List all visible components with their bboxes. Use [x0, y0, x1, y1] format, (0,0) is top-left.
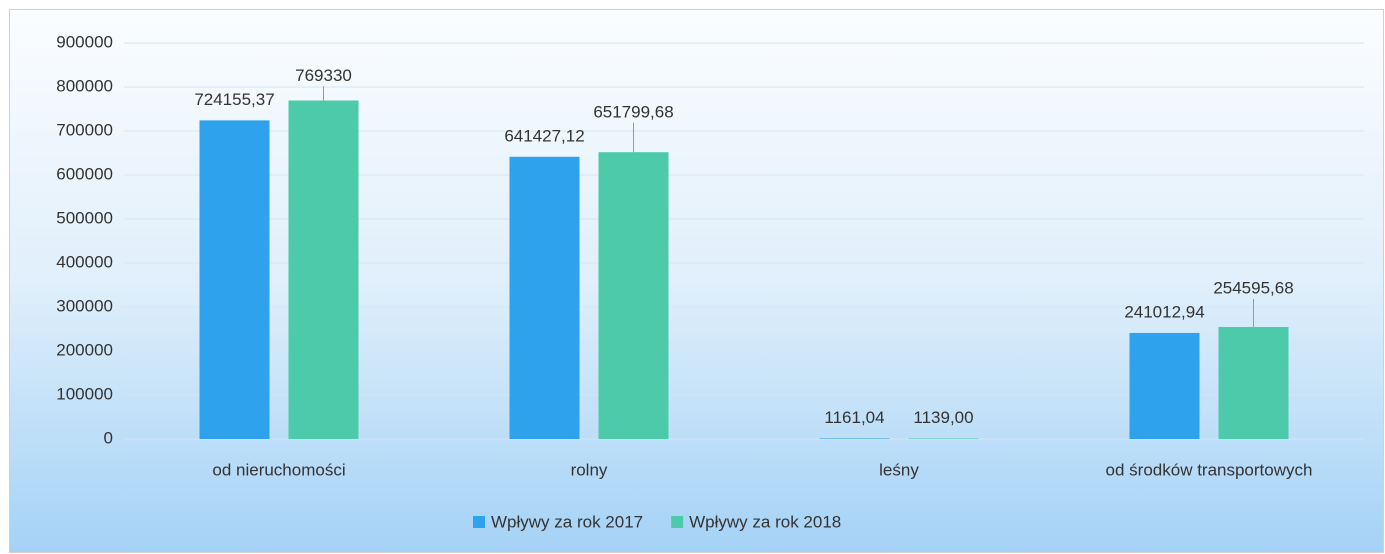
y-tick-label: 0	[104, 428, 113, 447]
data-label: 1161,04	[824, 408, 884, 427]
bar	[908, 438, 979, 439]
bar	[1218, 326, 1289, 439]
y-tick-label: 500000	[56, 208, 113, 227]
data-label: 241012,94	[1124, 302, 1204, 321]
y-tick-label: 200000	[56, 340, 113, 359]
y-tick-label: 300000	[56, 296, 113, 315]
x-tick-label: od środków transportowych	[1106, 460, 1313, 479]
bar	[288, 100, 359, 439]
x-tick-label: od nieruchomości	[212, 460, 345, 479]
bar	[819, 438, 890, 439]
y-tick-label: 600000	[56, 164, 113, 183]
bar	[598, 152, 669, 440]
legend-label: Wpływy za rok 2018	[689, 512, 841, 531]
bar	[1129, 332, 1200, 439]
y-tick-label: 800000	[56, 76, 113, 95]
y-tick-label: 900000	[56, 32, 113, 51]
bar	[199, 120, 270, 439]
x-tick-label: rolny	[571, 460, 608, 479]
data-label: 641427,12	[504, 126, 584, 145]
y-tick-label: 400000	[56, 252, 113, 271]
x-tick-label: leśny	[879, 460, 919, 479]
legend-label: Wpływy za rok 2017	[491, 512, 643, 531]
data-label: 724155,37	[194, 90, 274, 109]
y-tick-label: 700000	[56, 120, 113, 139]
data-label: 254595,68	[1213, 278, 1293, 297]
y-tick-label: 100000	[56, 384, 113, 403]
legend-swatch	[671, 516, 684, 528]
bar	[509, 156, 580, 439]
legend-swatch	[473, 516, 485, 528]
data-label: 1139,00	[913, 408, 973, 427]
data-label: 769330	[295, 66, 352, 85]
data-label: 651799,68	[593, 102, 673, 121]
